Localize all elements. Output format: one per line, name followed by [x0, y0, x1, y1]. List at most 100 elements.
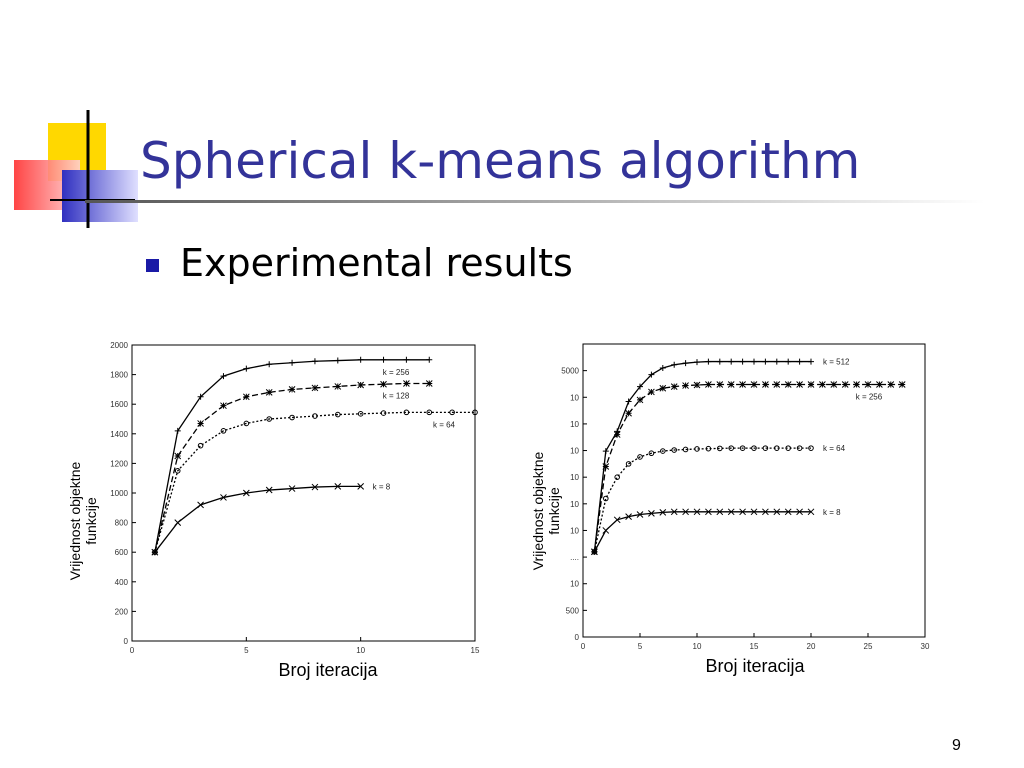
marker: [785, 445, 792, 451]
marker: [243, 420, 250, 427]
title-underline: [85, 200, 985, 203]
x-tick-label: 30: [921, 642, 930, 651]
marker: [727, 381, 735, 388]
marker: [853, 381, 860, 388]
marker: [773, 381, 781, 388]
marker: [602, 463, 610, 470]
marker: [648, 371, 655, 378]
marker: [819, 381, 826, 388]
y-tick-label: 10: [570, 526, 579, 535]
marker: [357, 411, 364, 417]
marker: [785, 358, 792, 365]
y-tick-label: ....: [570, 553, 579, 562]
marker: [380, 410, 387, 416]
y-tick-label: 10: [570, 393, 579, 402]
marker: [750, 508, 758, 516]
marker: [602, 448, 609, 455]
x-axis-label: Broj iteracija: [705, 656, 805, 676]
marker: [472, 409, 478, 416]
y-tick-label: 400: [115, 578, 129, 587]
marker: [807, 381, 815, 388]
marker: [648, 388, 655, 396]
marker: [717, 445, 723, 452]
marker: [739, 358, 746, 365]
marker: [682, 446, 689, 453]
marker: [660, 448, 666, 454]
marker: [784, 508, 792, 516]
series-label: k = 256: [856, 392, 883, 401]
marker: [152, 549, 158, 556]
marker: [739, 445, 746, 451]
marker: [614, 474, 621, 480]
marker: [243, 365, 250, 372]
page-number: 9: [952, 737, 961, 754]
marker: [637, 383, 643, 390]
marker: [403, 380, 410, 387]
marker: [773, 508, 781, 516]
series-line: [154, 382, 430, 553]
marker: [659, 508, 667, 516]
marker: [602, 527, 610, 534]
marker: [682, 382, 689, 389]
series-line: [593, 511, 811, 553]
marker: [751, 445, 757, 451]
marker: [762, 358, 769, 365]
x-tick-label: 0: [130, 646, 135, 655]
x-tick-label: 10: [356, 646, 365, 655]
x-tick-label: 15: [750, 642, 759, 651]
marker: [659, 384, 667, 392]
marker: [357, 356, 364, 363]
marker: [266, 416, 273, 422]
marker: [591, 548, 598, 556]
marker: [762, 381, 769, 388]
marker: [796, 381, 803, 388]
y-tick-label: 10: [570, 500, 579, 509]
marker: [808, 445, 814, 451]
marker: [311, 483, 319, 491]
marker: [876, 381, 883, 388]
marker: [197, 442, 204, 449]
y-tick-label: 1800: [110, 371, 128, 380]
marker: [750, 381, 758, 388]
marker: [197, 393, 204, 400]
marker: [613, 516, 621, 524]
y-tick-label: 1200: [110, 459, 128, 468]
logo-blue: [62, 170, 138, 222]
marker: [403, 356, 410, 363]
y-axis-label: Vrijednost objektne funkcije: [530, 451, 562, 571]
marker: [197, 501, 204, 509]
x-tick-label: 20: [807, 642, 816, 651]
series-line: [154, 411, 475, 553]
y-tick-label: 10: [570, 420, 579, 429]
series-line: [593, 383, 903, 552]
marker: [335, 411, 341, 418]
marker: [425, 380, 433, 387]
marker: [751, 358, 757, 365]
marker: [671, 447, 678, 453]
y-tick-label: 500: [566, 606, 580, 615]
marker: [796, 445, 803, 451]
marker: [625, 513, 632, 520]
marker: [311, 384, 319, 392]
marker: [220, 494, 227, 501]
marker: [762, 445, 769, 451]
marker: [694, 446, 700, 452]
marker: [403, 409, 410, 416]
marker: [898, 381, 906, 388]
marker: [311, 358, 318, 365]
marker: [174, 427, 181, 434]
marker: [289, 414, 295, 421]
marker: [716, 381, 724, 388]
series-label: k = 512: [823, 358, 850, 367]
marker: [613, 431, 621, 438]
marker: [380, 356, 387, 363]
x-tick-label: 0: [581, 642, 586, 651]
y-tick-label: 800: [115, 519, 129, 528]
marker: [312, 413, 318, 419]
x-tick-label: 5: [244, 646, 249, 655]
marker: [682, 508, 689, 516]
marker: [648, 510, 655, 517]
marker: [659, 364, 666, 371]
marker: [174, 468, 181, 474]
